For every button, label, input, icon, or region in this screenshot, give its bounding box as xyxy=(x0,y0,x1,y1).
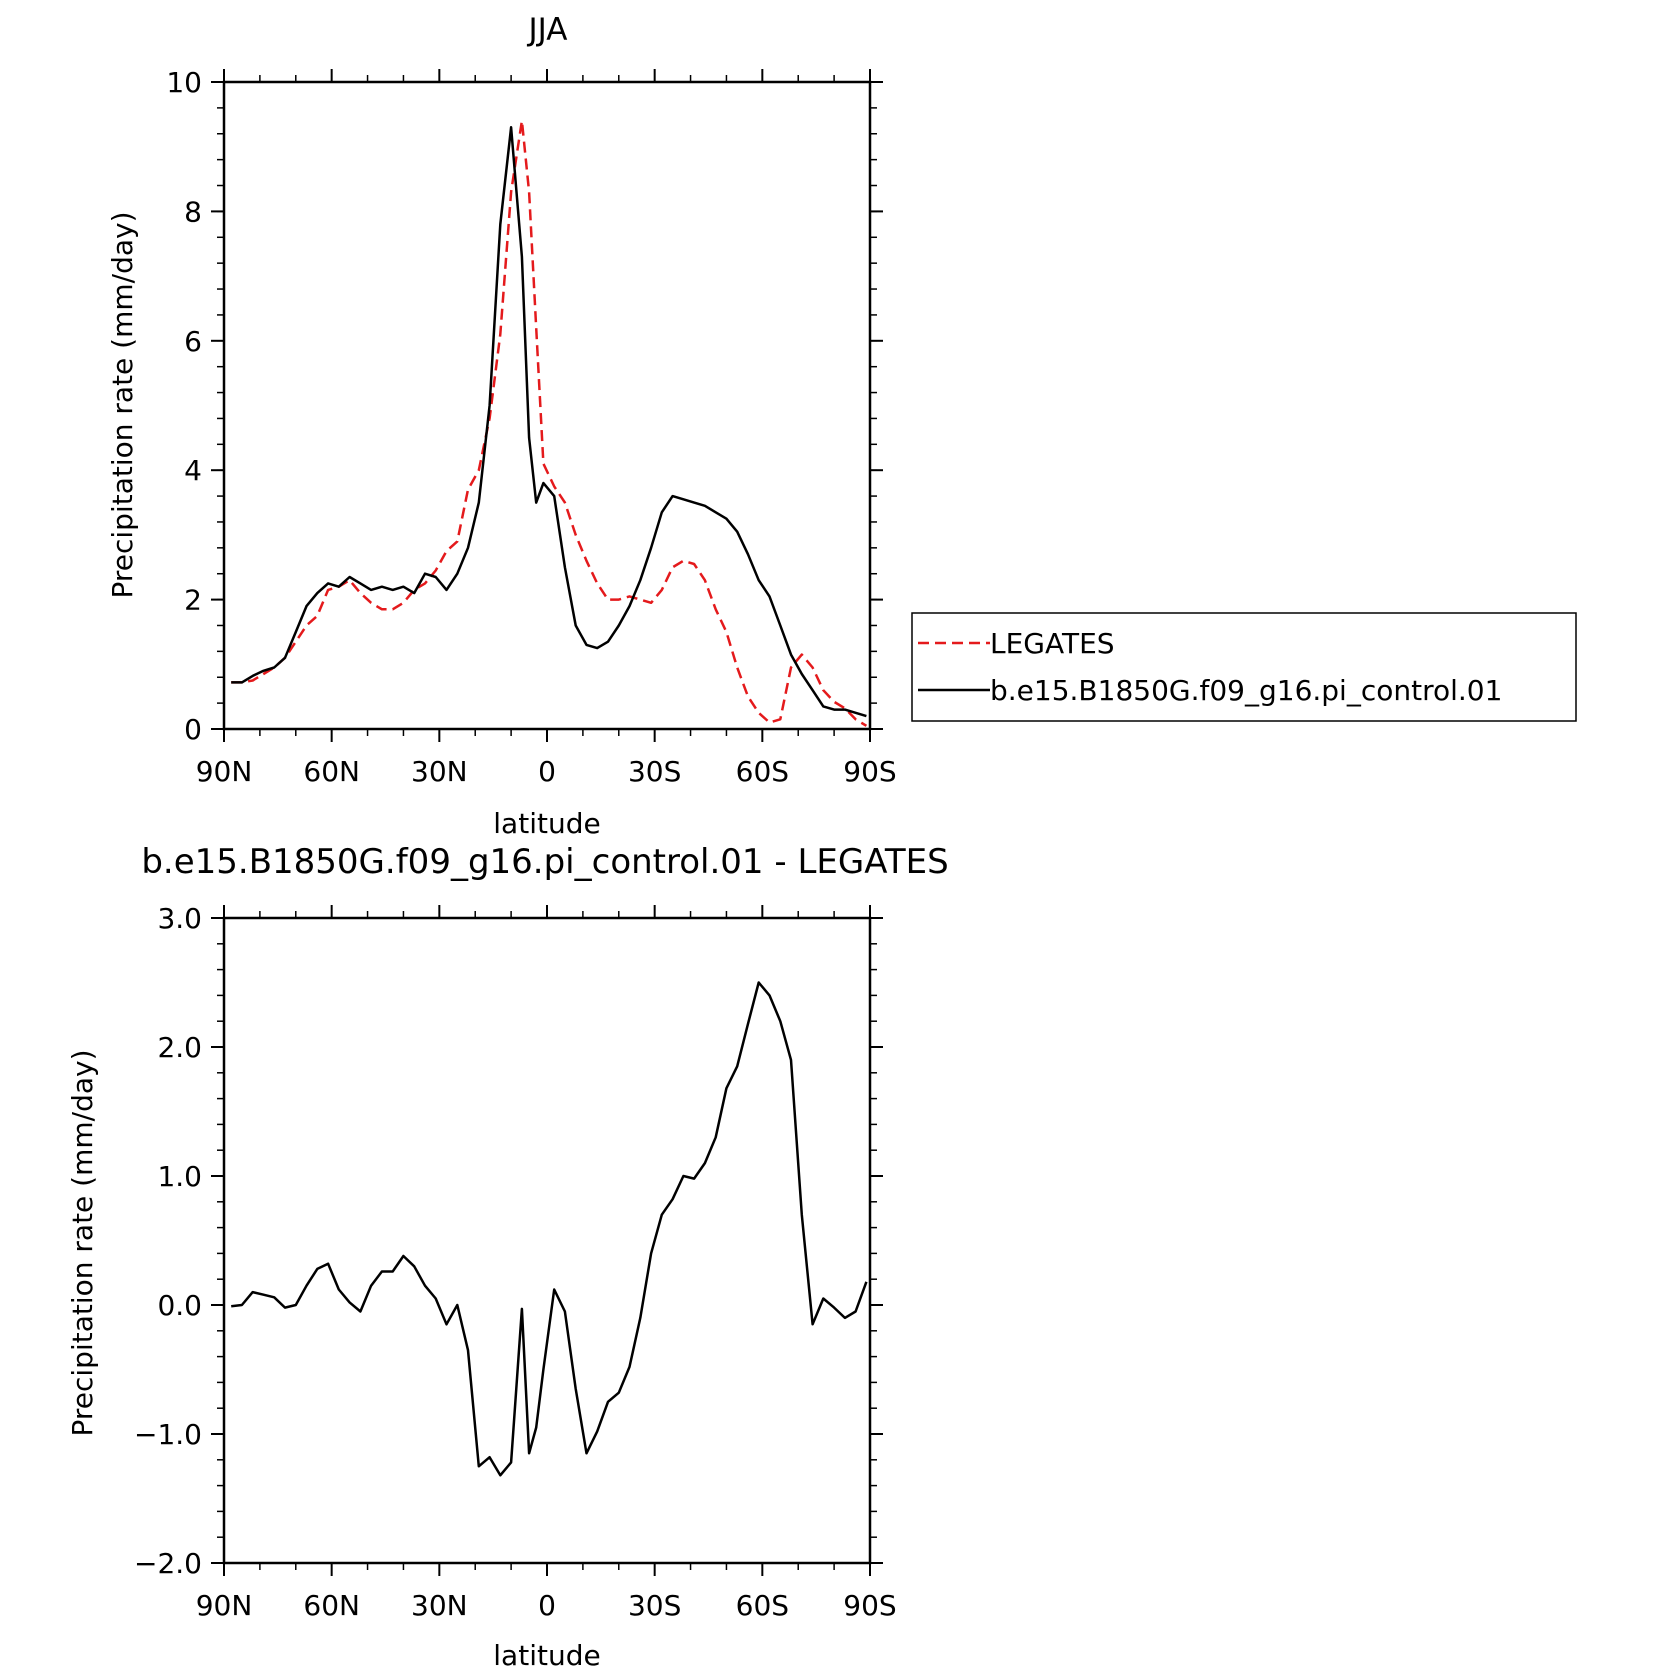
bottom-y-axis-label: Precipitation rate (mm/day) xyxy=(66,1049,99,1436)
legend-box xyxy=(911,612,1577,722)
bottom-plot-frame xyxy=(222,916,872,1565)
top-y-tick-label: 6 xyxy=(184,325,202,358)
bottom-y-tick-label: −1.0 xyxy=(134,1418,202,1451)
top-x-axis-label: latitude xyxy=(493,807,600,840)
bottom-x-tick-label: 90S xyxy=(843,1589,896,1622)
bottom-y-tick-label: −2.0 xyxy=(134,1547,202,1580)
top-x-tick-label: 0 xyxy=(538,755,556,788)
legend-label-legates: LEGATES xyxy=(990,627,1115,660)
top-y-tick-label: 0 xyxy=(184,713,202,746)
bottom-series-line-0 xyxy=(231,981,868,1477)
bottom-panel: b.e15.B1850G.f09_g16.pi_control.01 - LEG… xyxy=(66,842,949,1669)
top-y-tick-label: 4 xyxy=(184,454,202,487)
top-x-tick-label: 90S xyxy=(843,755,896,788)
bottom-x-tick-label: 90N xyxy=(196,1589,253,1622)
top-x-tick-label: 60N xyxy=(303,755,360,788)
top-chart-title: JJA xyxy=(527,12,568,48)
top-series-line-0 xyxy=(231,119,868,727)
top-y-tick-label: 8 xyxy=(184,195,202,228)
bottom-x-tick-label: 30S xyxy=(628,1589,681,1622)
bottom-x-tick-label: 60N xyxy=(303,1589,360,1622)
top-x-tick-label: 30N xyxy=(411,755,468,788)
top-series-line-1 xyxy=(231,126,867,718)
top-x-tick-label: 30S xyxy=(628,755,681,788)
bottom-x-tick-label: 30N xyxy=(411,1589,468,1622)
legend: LEGATES b.e15.B1850G.f09_g16.pi_control.… xyxy=(911,612,1577,722)
bottom-y-tick-label: 3.0 xyxy=(157,902,202,935)
bottom-x-tick-label: 60S xyxy=(736,1589,789,1622)
top-y-axis-label: Precipitation rate (mm/day) xyxy=(106,211,139,598)
top-y-tick-label: 2 xyxy=(184,584,202,617)
bottom-x-tick-label: 0 xyxy=(538,1589,556,1622)
top-x-tick-label: 90N xyxy=(196,755,253,788)
top-plot-frame xyxy=(222,80,872,731)
top-y-tick-label: 10 xyxy=(166,66,202,99)
bottom-y-tick-label: 0.0 xyxy=(157,1289,202,1322)
bottom-x-axis-label: latitude xyxy=(493,1639,600,1669)
top-x-tick-label: 60S xyxy=(736,755,789,788)
bottom-y-tick-label: 2.0 xyxy=(157,1031,202,1064)
bottom-y-tick-label: 1.0 xyxy=(157,1160,202,1193)
bottom-chart-title: b.e15.B1850G.f09_g16.pi_control.01 - LEG… xyxy=(141,842,948,882)
legend-label-model: b.e15.B1850G.f09_g16.pi_control.01 xyxy=(990,674,1502,707)
